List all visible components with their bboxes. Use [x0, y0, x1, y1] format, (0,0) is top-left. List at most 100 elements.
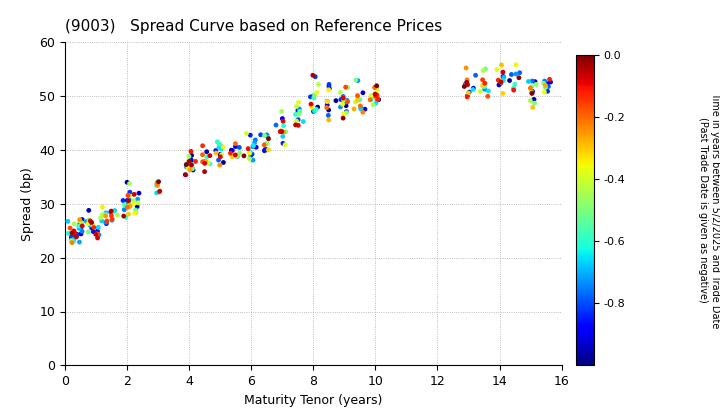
Point [529, 100, 541, 106]
Point [100, 213, 112, 219]
Point [86, 219, 97, 226]
Point [84, 220, 96, 226]
Point [539, 78, 550, 84]
Point [293, 111, 305, 118]
Point [276, 108, 287, 115]
Point [290, 111, 302, 118]
Point [259, 146, 271, 153]
Point [75, 220, 86, 227]
Point [371, 95, 382, 102]
Point [243, 155, 255, 162]
Point [122, 192, 134, 199]
Point [96, 211, 108, 218]
Point [477, 82, 488, 89]
Point [66, 232, 77, 239]
Point [71, 234, 82, 240]
Point [197, 151, 208, 158]
Point [467, 86, 479, 93]
Point [275, 128, 287, 134]
Point [190, 158, 202, 165]
Point [185, 148, 197, 155]
Point [491, 66, 503, 73]
Point [496, 62, 508, 68]
Point [479, 83, 490, 90]
Point [323, 81, 335, 88]
Point [71, 231, 82, 238]
Point [183, 153, 194, 160]
Point [75, 231, 86, 237]
Point [538, 80, 549, 87]
Point [215, 146, 227, 152]
Point [371, 85, 382, 92]
Point [84, 217, 95, 223]
Point [321, 98, 333, 105]
Point [341, 108, 352, 115]
Point [81, 218, 92, 225]
Point [357, 109, 369, 116]
Point [107, 208, 119, 215]
Y-axis label: Time in years between 5/2/2025 and Trade Date
(Past Trade Date is given as negat: Time in years between 5/2/2025 and Trade… [698, 92, 719, 328]
Point [96, 218, 107, 224]
Point [350, 76, 361, 83]
Point [199, 160, 210, 167]
Point [348, 105, 360, 112]
Point [513, 74, 525, 81]
Y-axis label: Spread (bp): Spread (bp) [21, 167, 34, 241]
Point [84, 218, 96, 224]
Point [86, 224, 97, 231]
Point [68, 236, 79, 243]
Point [225, 150, 236, 157]
Point [130, 207, 141, 213]
Point [277, 140, 289, 147]
Point [197, 142, 208, 149]
Point [197, 158, 208, 165]
Point [492, 77, 504, 84]
Point [238, 152, 250, 159]
Point [181, 164, 192, 171]
Point [245, 132, 256, 139]
Point [460, 81, 472, 87]
Point [132, 203, 143, 210]
Point [479, 86, 490, 93]
Point [372, 92, 383, 98]
Point [292, 107, 304, 114]
Point [180, 172, 192, 178]
Point [118, 213, 130, 220]
Point [342, 98, 354, 105]
Point [125, 203, 136, 210]
Point [68, 234, 79, 241]
Point [76, 219, 87, 226]
Point [276, 115, 288, 122]
Point [213, 157, 225, 163]
Point [354, 102, 366, 109]
Point [133, 190, 145, 197]
Point [260, 141, 271, 147]
Point [340, 84, 351, 90]
Point [310, 74, 321, 80]
Point [184, 163, 195, 169]
Point [323, 107, 334, 113]
Point [330, 97, 342, 104]
Point [323, 87, 334, 93]
Point [498, 74, 510, 81]
Point [76, 223, 88, 229]
Point [294, 106, 305, 113]
Point [73, 225, 85, 232]
Point [230, 143, 241, 150]
Point [123, 192, 135, 199]
Point [323, 85, 335, 92]
Point [248, 142, 259, 149]
Point [213, 144, 225, 151]
Point [152, 182, 163, 189]
Point [243, 150, 255, 157]
Point [247, 157, 258, 163]
Point [289, 121, 301, 128]
Point [152, 179, 163, 186]
Point [541, 88, 553, 94]
Point [495, 80, 506, 87]
Point [493, 81, 505, 88]
Point [83, 207, 94, 214]
Point [474, 88, 486, 95]
Point [291, 103, 302, 110]
Point [128, 191, 140, 198]
